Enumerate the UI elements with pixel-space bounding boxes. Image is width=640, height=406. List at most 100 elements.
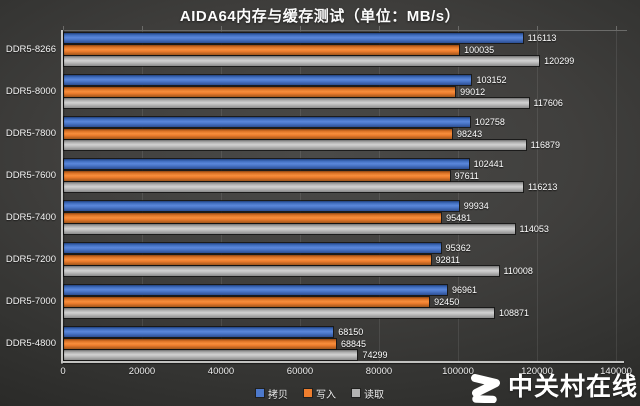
bar-value-label: 99012: [460, 86, 486, 97]
bar: [64, 308, 495, 319]
plot-area: 116113 100035 120299 103152 99012 117606 10275…: [62, 26, 627, 362]
bar: [64, 44, 460, 55]
bar: [64, 182, 524, 193]
bar-value-label: 116113: [527, 33, 557, 44]
zol-logo-icon: [470, 374, 500, 403]
watermark-text: 中关村在线: [507, 373, 638, 401]
bar: [64, 338, 336, 349]
bar-value-label: 95481: [446, 212, 472, 223]
category-label: DDR5-7000: [5, 295, 56, 307]
gridline: [221, 31, 222, 362]
top-tick: [142, 26, 143, 30]
bar-value-label: 68150: [338, 327, 364, 338]
bar: [64, 117, 470, 128]
y-axis-line: [61, 30, 63, 364]
bar-value-label: 102441: [473, 159, 504, 170]
category-label: DDR5-8000: [5, 85, 56, 97]
bar-value-label: 100035: [464, 44, 495, 55]
legend-label: 读取: [364, 389, 384, 401]
plot-top-border: [62, 30, 627, 31]
top-tick: [616, 26, 617, 30]
gridline: [458, 31, 459, 362]
top-tick: [458, 26, 459, 30]
bar: [64, 140, 526, 151]
bar-value-label: 95362: [445, 243, 471, 254]
bar: [64, 243, 441, 254]
bar-value-label: 116879: [530, 140, 561, 151]
bar-group-ddr5-7800: 102758 98243 116879: [64, 117, 617, 151]
top-tick: [221, 26, 222, 30]
bar-value-label: 68845: [340, 338, 366, 349]
bar: [64, 86, 456, 97]
bar: [64, 254, 431, 265]
legend-item: 读取: [352, 386, 384, 401]
bar-group-ddr5-8000: 103152 99012 117606: [64, 75, 617, 109]
bar-group-ddr5-8266: 116113 100035 120299: [64, 33, 617, 67]
chart-title: AIDA64内存与缓存测试（单位：MB/s）: [179, 8, 461, 25]
bar: [64, 159, 469, 170]
bar-value-label: 92450: [434, 296, 460, 307]
top-tick: [300, 26, 301, 30]
bar-value-label: 110008: [503, 266, 533, 277]
bar-group-ddr5-4800: 68150 68845 74299: [64, 327, 617, 361]
bar-value-label: 99934: [463, 201, 489, 212]
top-tick: [537, 26, 538, 30]
bar-value-label: 96961: [451, 285, 478, 296]
top-tick: [379, 26, 380, 30]
bar: [64, 296, 430, 307]
bar: [64, 33, 523, 44]
x-tick-label: 40000: [207, 366, 235, 377]
bar: [64, 350, 358, 361]
legend-label: 写入: [316, 389, 336, 401]
top-tick: [63, 26, 64, 30]
x-tick-label: 60000: [286, 366, 314, 377]
bar: [64, 327, 334, 338]
bar: [64, 201, 459, 212]
bar: [64, 75, 472, 86]
bar-value-label: 117606: [533, 98, 563, 109]
bar-value-label: 97611: [454, 170, 479, 181]
gridline: [537, 31, 538, 362]
bar-value-label: 98243: [457, 128, 483, 139]
x-tick-label: 140000: [600, 366, 632, 377]
legend-swatch-icon: [352, 389, 360, 397]
category-label: DDR5-7600: [5, 169, 56, 181]
bar-group-ddr5-7400: 99934 95481 114053: [64, 201, 617, 235]
watermark: 中关村在线: [469, 371, 638, 403]
legend-swatch-icon: [256, 389, 264, 397]
bar: [64, 128, 453, 139]
category-label: DDR5-7800: [5, 127, 56, 139]
bar-value-label: 103152: [476, 75, 507, 86]
bar-group-ddr5-7200: 95362 92811 110008: [64, 243, 617, 277]
legend: 拷贝 写入 读取: [0, 386, 640, 401]
bar: [64, 56, 540, 67]
bar: [64, 266, 499, 277]
bar-value-label: 74299: [362, 350, 388, 361]
x-tick-label: 120000: [521, 366, 553, 377]
x-axis-labels: 0 20000 40000 60000 80000 100000 120000 140000: [0, 366, 640, 378]
x-tick-label: 80000: [365, 366, 393, 377]
bar-value-label: 116213: [528, 182, 558, 193]
legend-swatch-icon: [304, 389, 312, 397]
legend-label: 拷贝: [268, 389, 288, 401]
category-label: DDR5-4800: [5, 337, 56, 349]
bar: [64, 170, 450, 181]
bar: [64, 285, 447, 296]
bar-value-label: 92811: [435, 254, 460, 265]
gridline: [300, 31, 301, 362]
bar-value-label: 120299: [544, 56, 575, 67]
gridline: [142, 31, 143, 362]
x-tick-label: 100000: [442, 366, 474, 377]
legend-item: 拷贝: [256, 386, 288, 401]
x-axis-line: [61, 361, 624, 363]
bar-value-label: 102758: [474, 117, 505, 128]
bar-value-label: 108871: [499, 308, 530, 319]
bar: [64, 98, 529, 109]
category-label: DDR5-7200: [5, 253, 56, 265]
gridline: [379, 31, 380, 362]
x-tick-label: 20000: [128, 366, 156, 377]
bar-group-ddr5-7000: 96961 92450 108871: [64, 285, 617, 319]
bar-group-ddr5-7600: 102441 97611 116213: [64, 159, 617, 193]
x-tick-label: 0: [60, 366, 66, 377]
